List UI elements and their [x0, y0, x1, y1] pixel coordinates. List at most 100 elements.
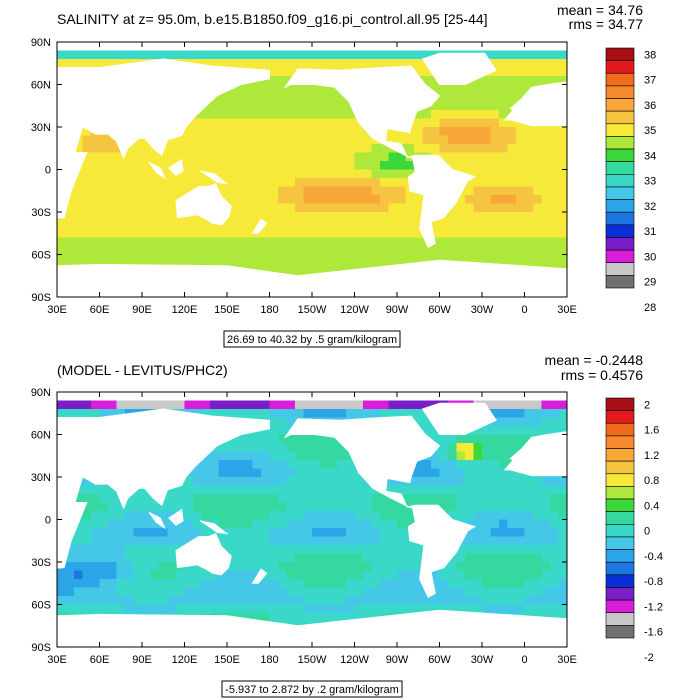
field-cell	[269, 417, 279, 427]
field-cell	[320, 443, 330, 453]
field-cell	[380, 587, 390, 597]
field-cell	[218, 451, 228, 461]
field-cell	[133, 195, 143, 205]
colorbar: 21.61.20.80.40-0.4-0.8-1.2-1.6-2	[605, 397, 663, 664]
colorbar-swatch	[605, 199, 635, 213]
field-cell	[320, 101, 330, 111]
colorbar-swatch	[605, 397, 635, 411]
field-cell	[465, 596, 475, 606]
field-cell	[142, 203, 152, 213]
field-cell	[278, 84, 288, 94]
field-cell	[448, 553, 458, 563]
field-cell	[516, 220, 526, 230]
field-cell	[108, 519, 118, 529]
field-cell	[218, 50, 228, 60]
field-cell	[516, 409, 526, 419]
field-cell	[142, 237, 152, 247]
field-cell	[465, 237, 475, 247]
field-cell	[499, 562, 509, 572]
field-cell	[499, 443, 509, 453]
field-cell	[91, 400, 101, 410]
field-cell	[210, 118, 220, 128]
field-cell	[312, 587, 322, 597]
field-cell	[295, 579, 305, 589]
field-cell	[499, 161, 509, 171]
field-cell	[278, 144, 288, 154]
field-cell	[295, 254, 305, 264]
field-cell	[235, 152, 245, 162]
field-cell	[363, 545, 373, 555]
field-cell	[499, 212, 509, 222]
field-cell	[541, 400, 551, 410]
field-cell	[167, 50, 177, 60]
field-cell	[269, 485, 279, 495]
field-cell	[116, 229, 126, 239]
field-cell	[269, 460, 279, 470]
field-cell	[490, 494, 500, 504]
field-cell	[431, 460, 441, 470]
field-cell	[278, 434, 288, 444]
field-cell	[125, 169, 135, 179]
field-cell	[125, 519, 135, 529]
field-cell	[337, 59, 347, 69]
field-cell	[329, 494, 339, 504]
field-cell	[371, 511, 381, 521]
field-cell	[541, 161, 551, 171]
field-cell	[558, 587, 567, 597]
field-cell	[507, 485, 517, 495]
field-cell	[363, 536, 373, 546]
field-cell	[499, 494, 509, 504]
field-cell	[227, 519, 237, 529]
field-cell	[363, 409, 373, 419]
field-cell	[252, 50, 262, 60]
field-cell	[465, 485, 475, 495]
field-cell	[312, 237, 322, 247]
field-cell	[184, 477, 194, 487]
field-cell	[184, 212, 194, 222]
field-cell	[244, 434, 254, 444]
field-cell	[397, 604, 407, 614]
field-cell	[320, 263, 330, 273]
field-cell	[337, 50, 347, 60]
field-cell	[507, 400, 517, 410]
field-cell	[558, 186, 567, 196]
field-cell	[295, 434, 305, 444]
field-cell	[388, 161, 398, 171]
field-cell	[320, 84, 330, 94]
field-cell	[541, 76, 551, 86]
field-cell	[482, 570, 492, 580]
field-cell	[346, 613, 356, 623]
colorbar-swatch	[605, 72, 635, 87]
field-cell	[329, 553, 339, 563]
axis-ticks: 30E 60E 90E 120E 150E 180 150W 120W 90W 60W 30W 0 30…	[31, 387, 577, 666]
field-cell	[295, 477, 305, 487]
field-cell	[533, 562, 543, 572]
field-cell	[524, 50, 534, 60]
field-cell	[295, 613, 305, 623]
field-cell	[150, 400, 160, 410]
field-cell	[269, 212, 279, 222]
field-cell	[439, 596, 449, 606]
field-cell	[210, 220, 220, 230]
field-cell	[465, 579, 475, 589]
field-cell	[57, 229, 67, 239]
field-cell	[227, 468, 237, 478]
field-cell	[507, 229, 517, 239]
field-cell	[346, 596, 356, 606]
field-cell	[473, 195, 483, 205]
field-cell	[74, 178, 84, 188]
colorbar-swatch	[605, 511, 635, 525]
field-cell	[422, 485, 432, 495]
field-cell	[414, 127, 424, 137]
field-cell	[550, 400, 560, 410]
colorbar-swatch	[605, 85, 635, 99]
x-tick-label: 120E	[172, 654, 198, 666]
field-cell	[320, 254, 330, 264]
field-cell	[176, 494, 186, 504]
field-cell	[448, 460, 458, 470]
field-cell	[473, 84, 483, 94]
x-tick-label: 150E	[214, 304, 240, 316]
field-cell	[184, 511, 194, 521]
field-cell	[456, 570, 466, 580]
field-cell	[431, 468, 441, 478]
